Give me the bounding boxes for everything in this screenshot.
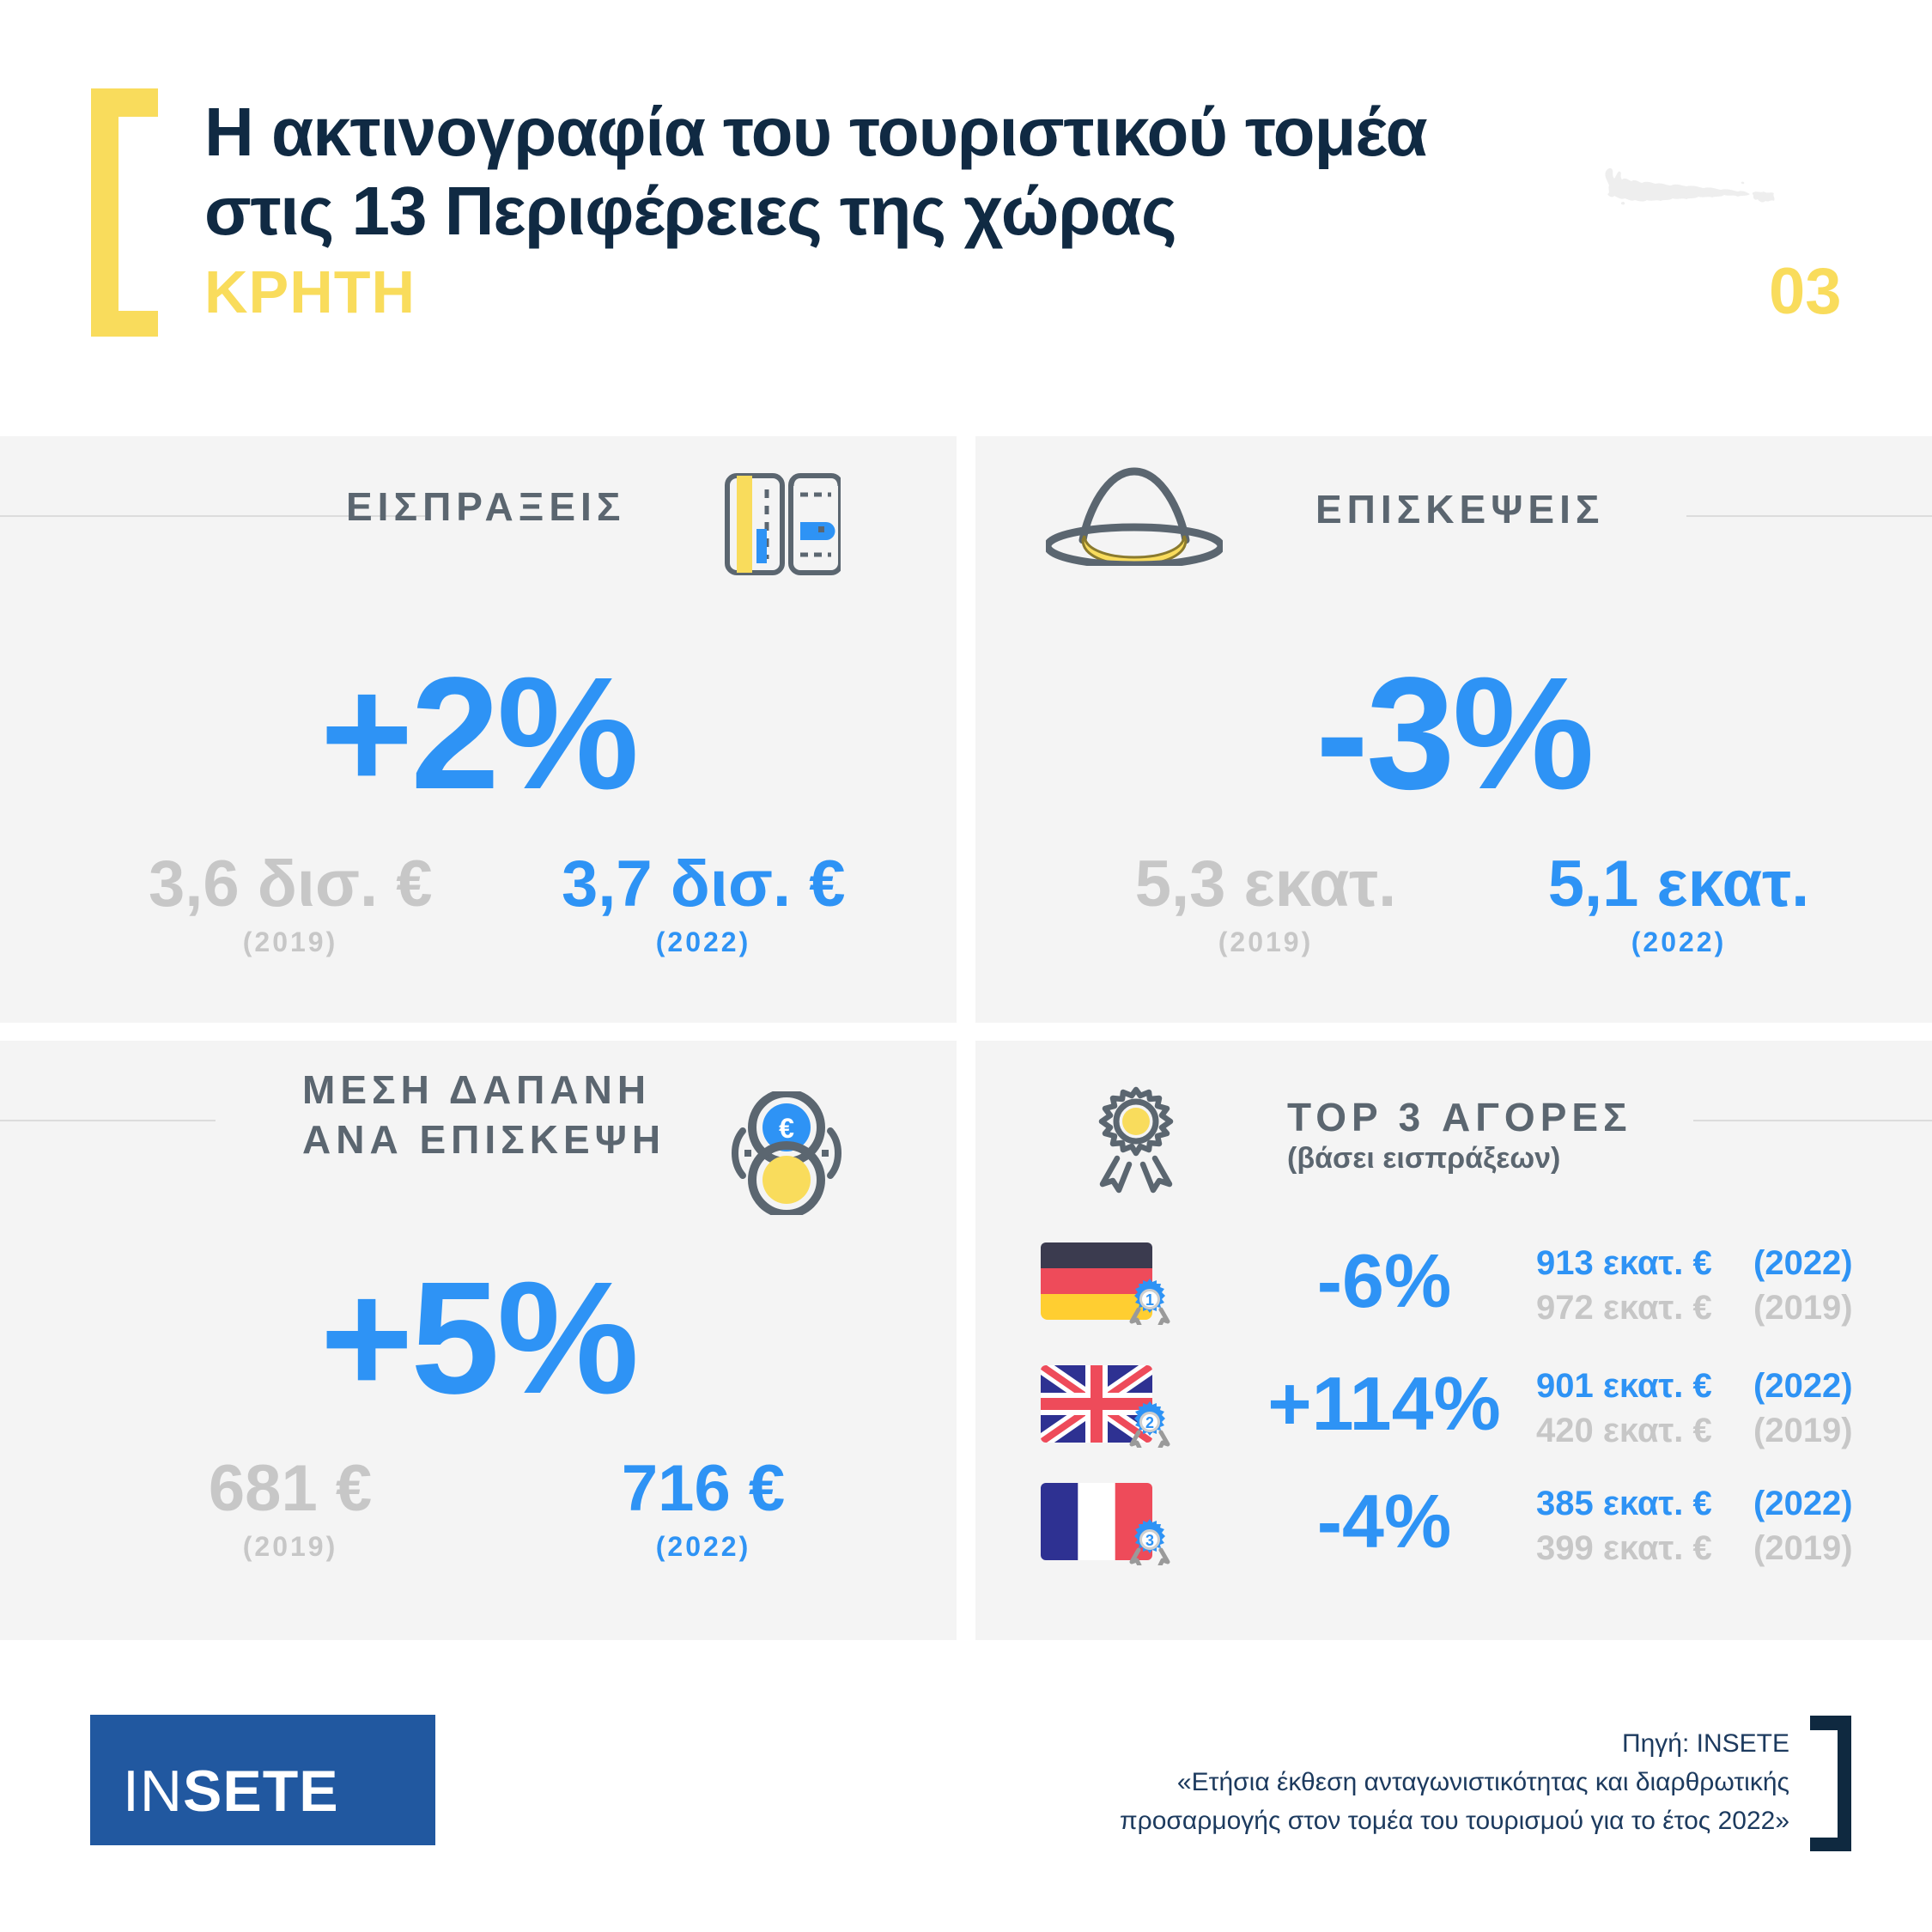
svg-text:€: € (779, 1113, 794, 1144)
svg-text:3: 3 (1145, 1532, 1154, 1549)
svg-text:2: 2 (1145, 1414, 1154, 1431)
svg-text:1: 1 (1145, 1291, 1154, 1309)
